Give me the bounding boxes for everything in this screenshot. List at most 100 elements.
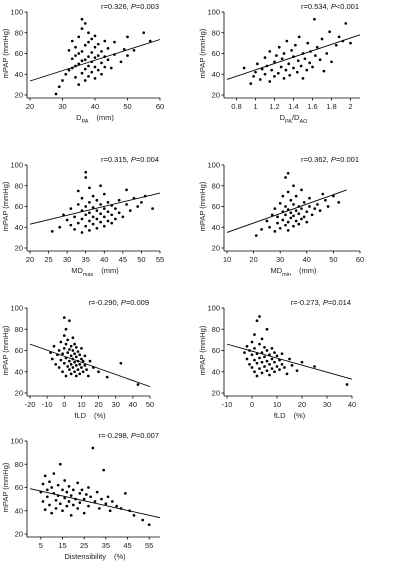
x-tick-label: 25	[44, 255, 52, 264]
data-point	[80, 196, 84, 200]
data-point	[68, 348, 71, 351]
x-tick-label: 40	[303, 255, 311, 264]
x-tick-label: 1.6	[307, 102, 317, 111]
y-tick-label: 40	[15, 70, 23, 79]
data-point	[285, 372, 289, 376]
data-point	[292, 66, 295, 70]
data-point	[289, 198, 293, 202]
data-point	[106, 219, 110, 223]
data-point	[263, 56, 267, 60]
data-point	[83, 79, 87, 82]
data-point	[91, 194, 95, 198]
data-point	[254, 70, 257, 74]
y-axis-label: mPAP (mmHg)	[1, 462, 10, 512]
data-point	[268, 373, 271, 377]
data-point	[132, 49, 136, 52]
data-point	[258, 315, 261, 318]
p-symbol: P	[131, 155, 136, 164]
x-tick-label: 30	[63, 255, 71, 264]
y-tick-label: 100	[10, 304, 23, 313]
data-point	[318, 58, 322, 62]
x-tick-label: 35	[102, 541, 110, 550]
data-point	[99, 184, 102, 188]
data-point	[91, 222, 95, 226]
correlation-annotation: r=0.326, P=0.003	[101, 2, 159, 11]
data-point	[74, 345, 78, 349]
data-point	[91, 206, 95, 209]
data-point	[100, 61, 103, 65]
data-point	[69, 372, 73, 376]
data-point	[332, 194, 335, 198]
data-point	[77, 83, 81, 86]
data-point	[63, 496, 67, 500]
x-axis-label: Distensibility (%)	[64, 552, 126, 561]
x-tick-label: 10	[273, 400, 281, 409]
p-symbol: P	[121, 298, 126, 307]
data-point	[70, 39, 74, 43]
data-point	[84, 213, 88, 217]
scatter-panel-5: -20 -10 0 10 20 30 40 50 20 40 60 80 100 r=-0.290, P=…	[1, 298, 154, 420]
data-point	[62, 361, 66, 365]
y-tick-label: 60	[212, 49, 220, 58]
p-value: =0.014	[328, 298, 351, 307]
data-point	[80, 50, 84, 53]
data-point	[325, 52, 329, 55]
p-value: =0.009	[126, 298, 149, 307]
data-point	[301, 77, 305, 80]
data-point	[71, 488, 75, 492]
data-point	[270, 367, 274, 370]
data-point	[68, 368, 71, 371]
data-point	[95, 198, 99, 202]
data-point	[69, 494, 73, 497]
data-point	[73, 370, 76, 374]
data-point	[67, 68, 71, 72]
data-point	[278, 226, 282, 230]
data-point	[80, 366, 83, 369]
data-point	[76, 368, 80, 371]
data-point	[88, 201, 91, 204]
data-point	[82, 511, 86, 515]
data-point	[87, 55, 90, 58]
data-point	[106, 201, 110, 204]
data-point	[77, 52, 81, 55]
data-point	[95, 490, 99, 494]
y-axis-label: mPAP (mmHg)	[198, 28, 207, 78]
data-point	[328, 30, 331, 34]
data-point	[110, 500, 114, 503]
x-tick-label: 50	[146, 400, 154, 409]
data-point	[45, 488, 49, 492]
data-point	[80, 357, 83, 361]
data-point	[285, 39, 289, 43]
y-tick-label: 60	[15, 346, 23, 355]
data-point	[90, 51, 94, 54]
data-point	[50, 357, 54, 361]
y-tick-label: 100	[10, 8, 23, 17]
data-point	[265, 349, 269, 352]
data-point	[96, 68, 100, 72]
x-tick-label: 0.8	[231, 102, 241, 111]
data-point	[61, 79, 64, 82]
regression-line	[226, 34, 361, 80]
x-tick-label: 50	[123, 102, 131, 111]
x-tick-label: 1	[253, 102, 257, 111]
data-point	[275, 54, 278, 57]
data-point	[284, 176, 287, 179]
x-tick-label: 45	[123, 541, 131, 550]
data-point	[255, 361, 259, 365]
data-point	[54, 498, 58, 502]
data-point	[326, 205, 330, 208]
data-point	[136, 205, 140, 208]
data-point	[151, 207, 154, 210]
data-point	[83, 58, 87, 62]
x-tick-label: 40	[129, 400, 137, 409]
data-point	[123, 491, 127, 495]
y-tick-label: 100	[207, 8, 220, 17]
data-point	[299, 64, 303, 68]
correlation-annotation: r=0.315, P=0.004	[101, 155, 159, 164]
data-point	[255, 319, 259, 323]
data-point	[71, 366, 75, 369]
data-point	[78, 362, 82, 366]
y-tick-label: 40	[15, 367, 23, 376]
data-point	[103, 65, 107, 69]
data-point	[268, 50, 272, 53]
